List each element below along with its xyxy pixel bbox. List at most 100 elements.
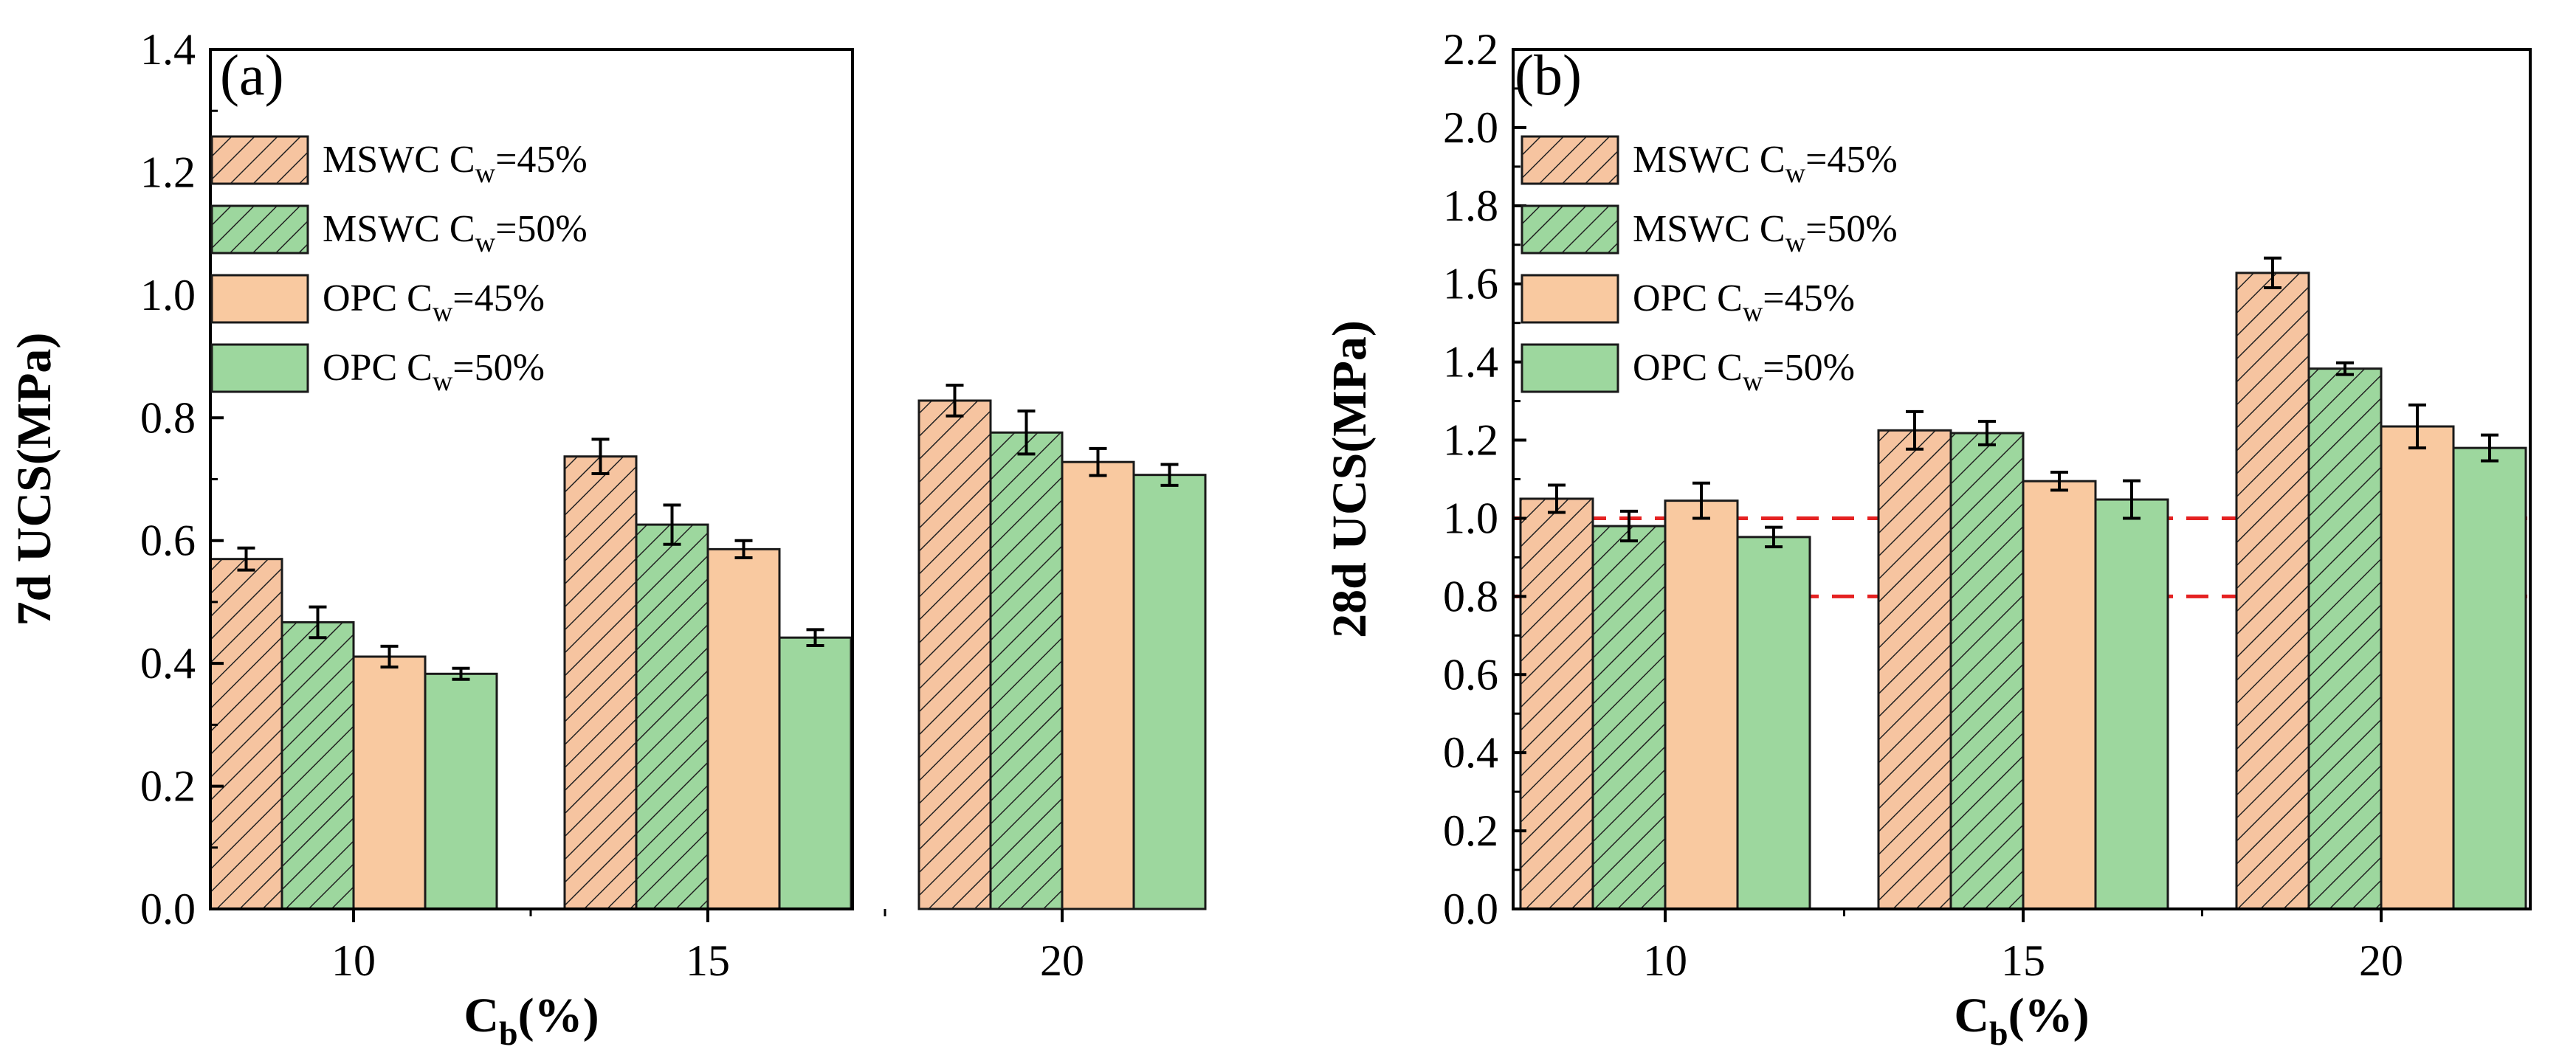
error-bar: [734, 539, 753, 560]
error-bar: [2264, 256, 2281, 290]
error-bar: [1692, 481, 1710, 520]
legend-label-value: =45%: [1805, 139, 1898, 181]
legend-label: MSWC Cw=45%: [1633, 139, 1898, 189]
legend-swatch: [210, 274, 309, 324]
x-tick-label: 20: [2359, 936, 2403, 985]
legend-item: MSWC Cw=45%: [1521, 135, 1898, 189]
legend-label-value: =50%: [452, 347, 545, 389]
legend-label-sub: w: [1743, 297, 1763, 328]
legend-label-main: MSWC C: [323, 139, 475, 181]
bar: [1061, 460, 1135, 910]
legend-label: MSWC Cw=50%: [1633, 208, 1898, 258]
chart-panel-b: 0.0 0.2 0.4 0.6 0.8 1.0 1.2 1.4 1.6 1.8 2.0 2.2 10 15…: [1323, 25, 2532, 1052]
legend-swatch: [1521, 343, 1619, 393]
legend-label-value: =50%: [495, 208, 588, 250]
legend-item: OPC Cw=50%: [1521, 343, 1855, 397]
y-tick-label: 0.6: [1443, 650, 1498, 699]
bar: [1519, 497, 1594, 910]
legend-label-sub: w: [433, 366, 453, 397]
x-tick-label: 10: [331, 936, 376, 985]
y-tick-label: 1.2: [140, 148, 196, 196]
error-bar: [1765, 525, 1783, 549]
y-tick-label: 0.8: [140, 393, 196, 442]
legend-label-main: OPC C: [1633, 277, 1743, 319]
panel-label: (b): [1515, 43, 1582, 107]
bar: [2235, 272, 2310, 910]
x-tick-label: 15: [686, 936, 730, 985]
bar: [1736, 536, 1811, 910]
bar: [2380, 425, 2455, 910]
y-tick-label: 1.6: [1443, 260, 1498, 308]
bar: [989, 431, 1064, 910]
legend: MSWC Cw=45%MSWC Cw=50%OPC Cw=45%OPC Cw=5…: [1521, 135, 1898, 397]
bar: [209, 558, 283, 910]
legend-item: MSWC Cw=50%: [1521, 204, 1898, 258]
bar: [778, 636, 853, 910]
bar: [280, 620, 355, 910]
y-tick-label: 1.0: [1443, 494, 1498, 542]
legend-swatch: [210, 343, 309, 393]
legend-label-main: MSWC C: [323, 208, 475, 250]
legend-swatch: [210, 204, 309, 255]
x-axis-title-suffix: (%): [2008, 989, 2090, 1043]
legend-label-sub: w: [1785, 158, 1806, 189]
bar: [1664, 499, 1739, 910]
legend-label-value: =50%: [1805, 208, 1898, 250]
x-axis-title-sub: b: [499, 1014, 518, 1052]
bar: [1132, 474, 1207, 910]
bar: [706, 547, 781, 910]
x-axis-title-main: C: [464, 989, 499, 1043]
y-tick-label: 0.0: [1443, 885, 1498, 933]
y-axis-title: 28d UCS(MPa): [1323, 320, 1377, 638]
y-tick-label: 1.2: [1443, 416, 1498, 465]
y-tick-label: 1.8: [1443, 181, 1498, 230]
y-tick-label: 0.4: [140, 639, 196, 688]
chart-panel-a: 0.0 0.2 0.4 0.6 0.8 1.0 1.2 1.4 10 15 20 Cb(%) 7d UC…: [7, 25, 1207, 1052]
legend-label-main: MSWC C: [1633, 208, 1785, 250]
error-bar: [452, 666, 470, 681]
bar: [2307, 367, 2383, 910]
y-tick-label: 2.2: [1443, 25, 1498, 74]
y-tick-label: 0.2: [1443, 806, 1498, 855]
x-axis-title: Cb(%): [464, 989, 599, 1052]
legend-label-main: OPC C: [323, 347, 433, 389]
bar: [352, 655, 427, 910]
legend-swatch: [1521, 204, 1619, 255]
legend-item: MSWC Cw=45%: [210, 135, 588, 189]
y-tick-label: 1.4: [140, 25, 196, 74]
error-bar: [2123, 479, 2141, 520]
y-tick-label: 0.0: [140, 885, 196, 933]
legend-label-main: OPC C: [323, 277, 433, 319]
legend-label: MSWC Cw=45%: [323, 139, 588, 189]
error-bar: [1620, 509, 1638, 543]
y-tick-label: 0.2: [140, 762, 196, 811]
error-bar: [946, 384, 964, 418]
x-tick-label: 10: [1643, 936, 1687, 985]
legend-label: MSWC Cw=50%: [323, 208, 588, 258]
y-tick-label: 1.4: [1443, 338, 1498, 387]
legend-label: OPC Cw=50%: [323, 347, 545, 397]
bar: [1877, 429, 1952, 910]
bar: [424, 672, 498, 910]
legend-item: OPC Cw=45%: [1521, 274, 1855, 328]
error-bar: [806, 628, 824, 648]
legend-swatch: [1521, 135, 1619, 185]
legend-label-value: =45%: [452, 277, 545, 319]
y-tick-label: 0.8: [1443, 572, 1498, 620]
legend: MSWC Cw=45%MSWC Cw=50%OPC Cw=45%OPC Cw=5…: [210, 135, 588, 397]
error-bar: [2481, 433, 2498, 463]
y-axis-title: 7d UCS(MPa): [7, 333, 61, 626]
bar: [2452, 446, 2527, 910]
bar: [2022, 480, 2097, 910]
error-bar: [380, 644, 399, 669]
error-bar: [2336, 361, 2354, 376]
x-tick-label: 15: [2001, 936, 2045, 985]
x-tick-label: 20: [1040, 936, 1084, 985]
x-axis-title: Cb(%): [1954, 989, 2089, 1052]
error-bar: [1089, 446, 1107, 477]
error-bar: [1548, 483, 1566, 514]
legend-label-value: =45%: [1763, 277, 1855, 319]
error-bar: [1906, 409, 1924, 451]
legend-label-sub: w: [1743, 366, 1763, 397]
error-bar: [2050, 470, 2068, 492]
